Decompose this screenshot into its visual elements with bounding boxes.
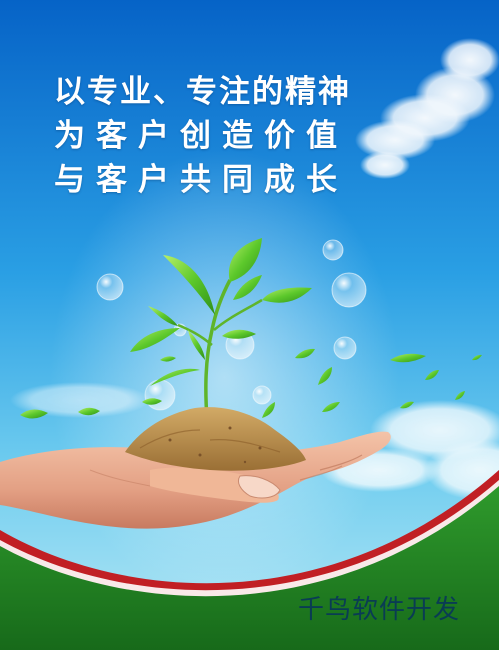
cloud-top-right: [355, 38, 499, 179]
seedling: [130, 238, 312, 421]
green-ground: [0, 486, 499, 650]
watermark-brand: 千鸟软件开发: [298, 595, 461, 625]
slogan-line-2: 为客户创造价值: [54, 118, 348, 154]
soil: [125, 407, 306, 471]
slogan-line-3: 与客户共同成长: [54, 162, 348, 198]
slogan: 以专业、专注的精神 为客户创造价值 与客户共同成长: [54, 70, 351, 202]
slogan-line-1: 以专业、专注的精神: [54, 74, 351, 110]
